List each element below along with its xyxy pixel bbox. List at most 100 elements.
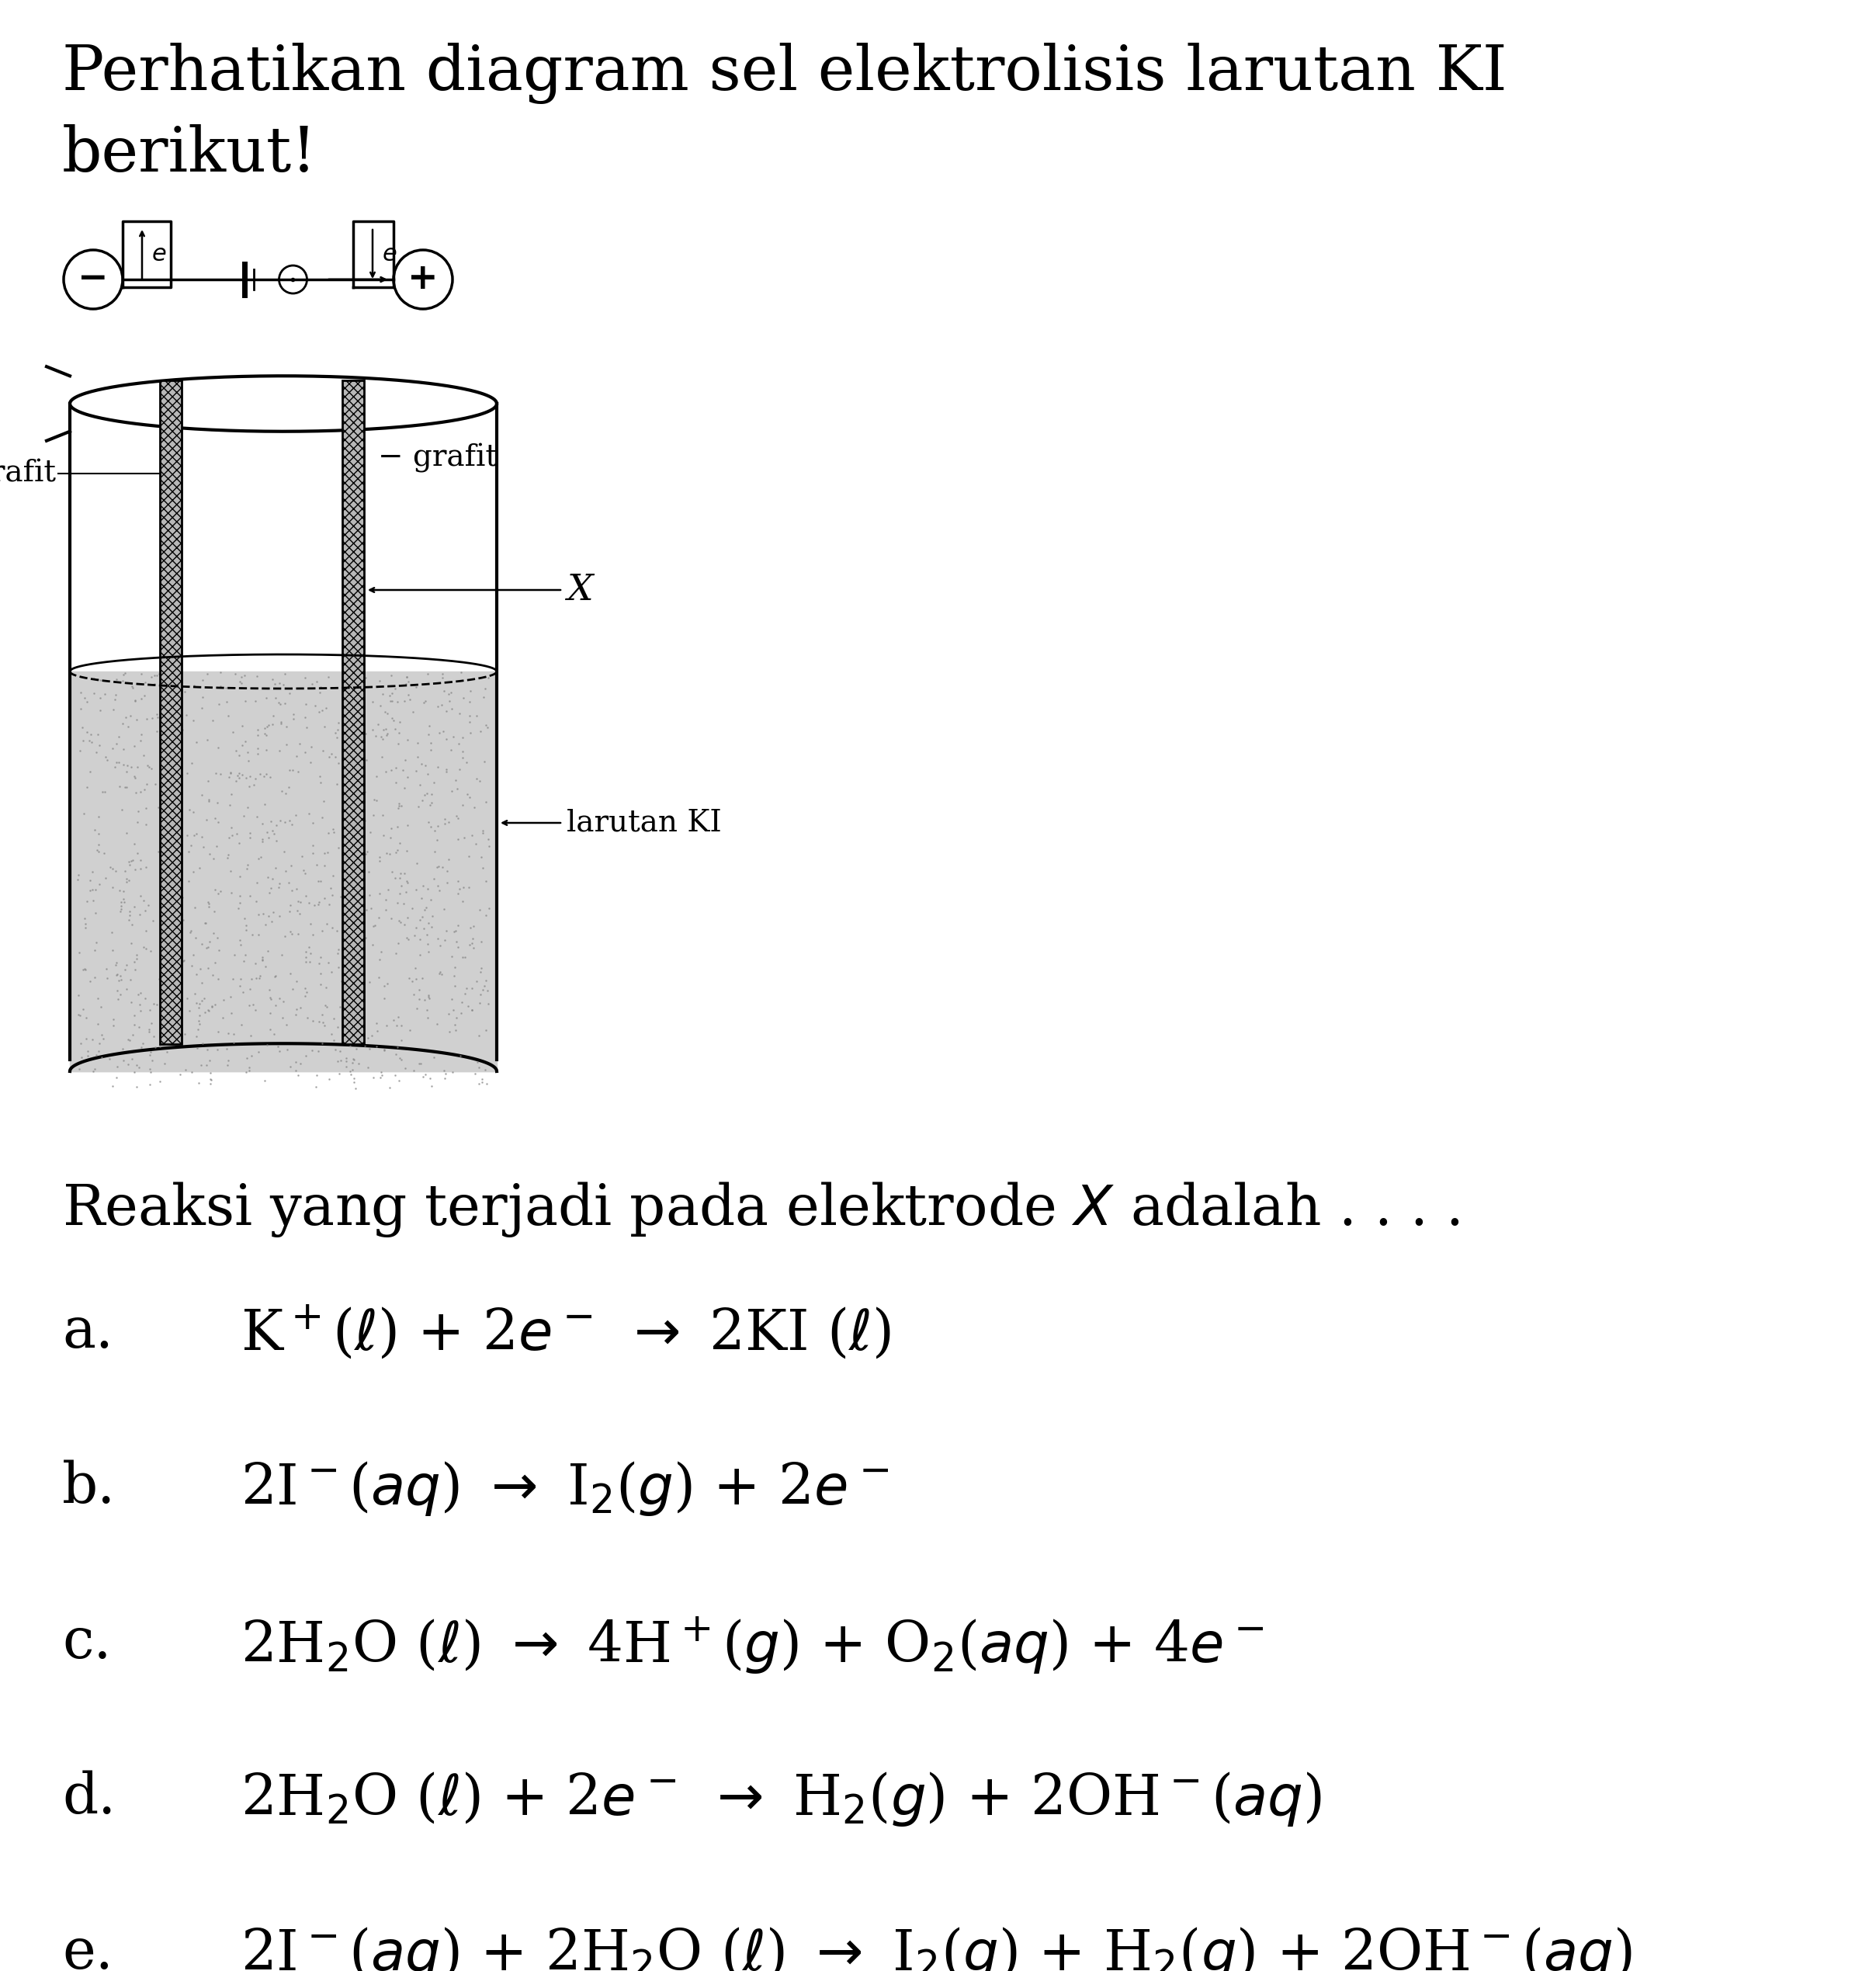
Point [368,723,398,755]
Point [124,794,154,826]
Point [473,824,503,855]
Point [315,1019,345,1051]
Point [120,853,150,885]
Point [415,907,445,938]
Point [310,1009,340,1041]
Point [278,700,308,731]
Point [392,836,422,867]
Point [274,678,304,710]
Point [368,678,398,710]
Point [129,680,159,712]
Point [114,905,144,936]
Point [156,855,186,887]
Point [131,769,161,800]
Point [385,828,415,859]
Point [79,814,109,846]
Point [79,662,109,694]
Point [86,1043,116,1074]
Point [219,658,250,690]
Point [281,966,311,997]
Point [188,682,218,714]
Point [336,970,366,1001]
Point [99,1003,129,1035]
Point [272,1033,302,1064]
Point [201,946,231,978]
Point [276,1051,306,1082]
Point [199,895,229,926]
Point [343,696,373,727]
Point [448,735,478,767]
Point [86,682,116,714]
Point [422,810,452,842]
Point [261,682,291,714]
Point [283,885,313,917]
Point [409,984,439,1015]
Point [345,861,375,893]
Point [325,1035,355,1066]
Point [270,920,300,952]
Point [197,960,227,991]
Point [285,727,315,759]
Point [109,887,139,918]
Point [265,668,295,700]
Point [109,749,139,781]
Point [422,1007,452,1039]
Point [334,1056,364,1088]
Point [186,928,216,960]
Point [428,662,458,694]
Point [415,982,445,1013]
Point [345,905,375,936]
Point [143,698,173,729]
Point [64,999,94,1031]
Point [336,814,366,846]
Point [415,1062,445,1094]
Point [221,818,251,850]
Point [120,686,150,717]
Point [103,958,133,989]
Point [84,869,114,901]
Point [176,747,206,779]
Text: c.: c. [62,1614,111,1669]
Point [405,1047,435,1078]
Point [227,660,257,692]
Point [233,850,263,881]
Point [105,980,135,1011]
Point [265,867,295,899]
Text: Perhatikan diagram sel elektrolisis larutan KI: Perhatikan diagram sel elektrolisis laru… [62,43,1506,104]
Point [257,710,287,741]
Point [259,897,289,928]
Point [186,1051,216,1082]
Point [441,765,471,796]
Point [306,767,336,798]
Point [377,678,407,710]
Point [225,666,255,698]
Point [68,725,98,757]
Point [150,938,180,970]
Point [101,946,131,978]
Point [295,930,325,962]
Point [401,755,431,786]
Point [445,1041,475,1072]
Point [317,956,347,987]
Point [246,960,276,991]
Point [364,877,394,909]
Point [255,806,285,838]
Point [167,930,197,962]
Point [90,741,120,773]
Point [129,666,159,698]
Point [199,844,229,875]
Point [257,814,287,846]
Point [298,918,328,950]
Point [379,706,409,737]
Point [285,1049,315,1080]
Point [458,993,488,1025]
Point [99,948,129,980]
Point [392,867,422,899]
Point [448,682,478,714]
Point [98,1009,128,1041]
Point [261,989,291,1021]
Point [210,672,240,704]
Point [189,907,219,938]
Point [184,1009,214,1041]
Point [255,982,285,1013]
